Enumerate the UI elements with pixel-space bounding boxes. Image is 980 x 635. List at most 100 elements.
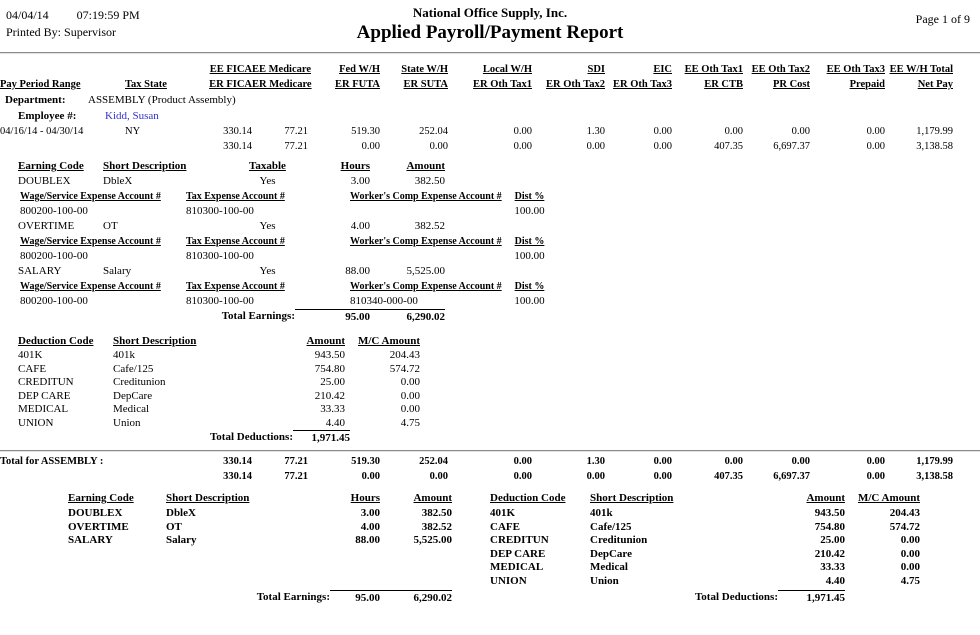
deduction-mc-amount: 0.00 [400, 376, 420, 388]
earning-taxable: Yes [259, 265, 276, 277]
employee-number-label: Employee #: [18, 110, 77, 122]
deduction-mc-amount: 0.00 [900, 534, 920, 546]
total-ee-medicare: 77.21 [284, 456, 308, 467]
deduction-amount: 33.33 [820, 561, 845, 573]
col-header-ee-oth-tax1: EE Oth Tax1 [684, 64, 743, 75]
deduction-amount: 754.80 [814, 520, 845, 533]
account-header-row: Wage/Service Expense Account # Tax Expen… [0, 234, 980, 249]
deduction-desc: Union [113, 416, 141, 429]
total-earnings-amount: 6,290.02 [370, 309, 445, 325]
er-ctb-value: 407.35 [714, 141, 743, 152]
earning-code: SALARY [18, 265, 62, 277]
amount-header: Amount [806, 492, 845, 504]
col-header-ee-oth-tax2: EE Oth Tax2 [751, 64, 810, 75]
summary-earning-row: OVERTIME OT 4.00 382.52 [0, 521, 452, 535]
summary-total-earnings-row: Total Earnings: 95.00 6,290.02 [0, 590, 452, 606]
deduction-amount: 25.00 [820, 534, 845, 546]
amount-header: Amount [306, 335, 345, 347]
col-header-er-futa: ER FUTA [334, 79, 380, 90]
deduction-code: UNION [18, 416, 54, 429]
deduction-desc: DepCare [590, 547, 632, 560]
earning-hours: 3.00 [350, 175, 370, 187]
deduction-mc-amount: 0.00 [400, 403, 420, 415]
tax-expense-account-header: Tax Expense Account # [186, 281, 285, 292]
dist-pct-header: Dist % [514, 236, 545, 247]
sdi-value: 1.30 [586, 126, 605, 137]
short-description-header: Short Description [103, 160, 187, 172]
deduction-code-header: Deduction Code [18, 335, 94, 347]
deduction-row: CREDITUN Creditunion 25.00 0.00 [0, 376, 980, 390]
col-header-ee-medicare: EE Medicare [252, 64, 312, 75]
deduction-code: CAFE [18, 362, 47, 375]
ee-oth-tax2-value: 0.00 [791, 126, 810, 137]
col-header-eic: EIC [653, 64, 672, 75]
col-header-local-wh: Local W/H [482, 64, 532, 75]
earning-code: OVERTIME [18, 220, 75, 232]
total-deductions-row: Total Deductions: 1,971.45 [0, 430, 980, 446]
deduction-mc-amount: 0.00 [900, 561, 920, 573]
section-divider [0, 450, 980, 452]
wage-expense-account: 800200-100-00 [20, 250, 88, 262]
earning-code: DOUBLEX [18, 175, 71, 187]
hours-header: Hours [340, 160, 370, 172]
amount-header: Amount [406, 160, 445, 172]
total-ee-oth-tax2: 0.00 [791, 456, 810, 467]
dist-pct-header: Dist % [514, 281, 545, 292]
mc-amount-header: M/C Amount [357, 335, 420, 347]
deduction-mc-amount: 4.75 [900, 574, 920, 587]
report-header: 04/04/14 07:19:59 PM Printed By: Supervis… [0, 0, 980, 50]
tax-state-value: NY [125, 126, 141, 137]
wage-expense-account: 800200-100-00 [20, 295, 88, 307]
print-time: 07:19:59 PM [76, 8, 140, 22]
employee-name-link[interactable]: Kidd, Susan [105, 110, 159, 122]
er-fica-value: 330.14 [223, 141, 252, 152]
tax-header-table: EE FICA EE Medicare Fed W/H State W/H Lo… [0, 62, 980, 92]
summary-deductions-table: Deduction Code Short Description Amount … [490, 490, 920, 606]
deduction-desc: Union [590, 574, 619, 587]
workers-comp-account-header: Worker's Comp Expense Account # [350, 281, 502, 292]
deduction-code: UNION [490, 574, 527, 587]
department-total-table: Total for ASSEMBLY : 330.14 77.21 519.30… [0, 454, 980, 484]
deduction-code: CAFE [490, 520, 520, 533]
er-futa-value: 0.00 [361, 141, 380, 152]
col-header-er-oth-tax3: ER Oth Tax3 [613, 79, 672, 90]
deduction-mc-amount: 574.72 [889, 520, 920, 533]
col-header-pr-cost: PR Cost [772, 79, 810, 90]
local-wh-value: 0.00 [513, 126, 532, 137]
col-header-sdi: SDI [587, 64, 605, 75]
page-number: Page 1 of 9 [915, 12, 970, 26]
deduction-amount: 33.33 [320, 403, 345, 415]
col-header-pay-period-range: Pay Period Range [0, 79, 81, 90]
deduction-amount: 210.42 [314, 389, 345, 402]
account-header-row: Wage/Service Expense Account # Tax Expen… [0, 189, 980, 204]
col-header-er-oth-tax2: ER Oth Tax2 [546, 79, 605, 90]
deduction-amount: 4.40 [825, 574, 845, 587]
col-header-er-medicare: ER Medicare [252, 79, 312, 90]
earning-desc: DbleX [103, 175, 133, 187]
earning-code: OVERTIME [68, 520, 129, 533]
summary-total-deductions-row: Total Deductions: 1,971.45 [490, 590, 920, 606]
short-description-header: Short Description [590, 492, 674, 504]
deduction-code: CREDITUN [490, 534, 549, 546]
net-pay-value: 3,138.58 [916, 141, 953, 152]
summary-deduction-row: CAFE Cafe/125 754.80 574.72 [490, 521, 920, 535]
deduction-desc: Medical [590, 561, 628, 573]
earning-hours: 88.00 [355, 534, 380, 546]
earning-taxable: Yes [259, 220, 276, 232]
tax-expense-account: 810300-100-00 [186, 250, 254, 262]
total-local-wh: 0.00 [513, 456, 532, 467]
earning-amount: 382.52 [414, 220, 445, 232]
department-total-label: Total for ASSEMBLY : [0, 456, 104, 467]
col-header-ee-wh-total: EE W/H Total [889, 64, 953, 75]
deduction-amount: 943.50 [814, 507, 845, 519]
earning-desc: Salary [103, 265, 132, 277]
deduction-desc: 401k [590, 507, 613, 519]
total-er-oth-tax3: 0.00 [653, 471, 672, 482]
wage-expense-account-header: Wage/Service Expense Account # [20, 191, 161, 202]
total-er-fica: 330.14 [223, 471, 252, 482]
er-oth-tax1-value: 0.00 [513, 141, 532, 152]
header-divider [0, 52, 980, 54]
earning-amount: 382.50 [414, 175, 445, 187]
summary-deduction-row: 401K 401k 943.50 204.43 [490, 507, 920, 521]
tax-expense-account-header: Tax Expense Account # [186, 236, 285, 247]
